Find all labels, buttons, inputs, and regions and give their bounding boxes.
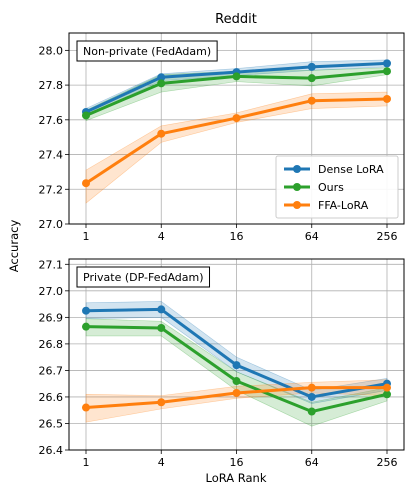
y-tick-label: 27.6 <box>39 114 64 127</box>
x-tick-label: 256 <box>377 456 398 469</box>
y-tick-label: 27.0 <box>39 285 64 298</box>
y-tick-label: 26.4 <box>39 444 64 457</box>
panel-label-box <box>76 40 218 62</box>
data-point <box>157 305 166 314</box>
y-tick-label: 26.6 <box>39 391 64 404</box>
panels: 27.0 27.2 27.4 27.6 27.8 28.0 1 4 16 64 256 Non-pri… <box>39 32 405 469</box>
panel-label-box <box>76 266 211 288</box>
panel-label: Non-private (FedAdam) <box>83 45 211 58</box>
data-point <box>157 73 166 82</box>
axes-frame <box>68 32 405 225</box>
data-point <box>82 322 90 331</box>
x-tick-label: 256 <box>377 230 398 243</box>
data-point <box>383 390 391 399</box>
data-point <box>232 114 241 123</box>
y-tick-label: 27.8 <box>39 79 64 92</box>
legend-label: FFA-LoRA <box>318 199 369 212</box>
x-tick-label: 64 <box>305 230 319 243</box>
data-point <box>157 398 166 407</box>
legend-marker <box>293 183 301 191</box>
confidence-band <box>85 318 388 427</box>
data-point <box>383 383 391 392</box>
data-point <box>307 392 316 401</box>
panel-label: Private (DP-FedAdam) <box>83 271 204 284</box>
data-point <box>157 323 166 332</box>
data-point <box>383 94 391 103</box>
legend-label: Dense LoRA <box>318 163 384 176</box>
data-point <box>82 111 90 120</box>
y-tick-label: 27.0 <box>39 218 64 231</box>
y-tick-label: 27.2 <box>39 183 64 196</box>
legend-label: Ours <box>318 181 344 194</box>
panel-2: 26.4 26.5 26.6 26.7 26.8 26.9 27.0 27.1 1 4 16 64 25… <box>39 258 405 469</box>
y-tick-label: 26.8 <box>39 338 64 351</box>
y-tick-label: 26.7 <box>39 364 64 377</box>
legend-marker <box>293 165 301 173</box>
x-tick-label: 4 <box>158 456 165 469</box>
figure-title: Reddit <box>215 12 257 27</box>
data-point <box>232 361 241 370</box>
x-tick-label: 1 <box>83 456 90 469</box>
x-tick-label: 16 <box>230 230 244 243</box>
y-tick-label: 26.9 <box>39 311 64 324</box>
x-tick-label: 1 <box>83 230 90 243</box>
data-point <box>82 179 90 188</box>
data-point <box>157 79 166 88</box>
y-tick-label: 27.1 <box>39 258 64 271</box>
y-tick-label: 26.5 <box>39 417 64 430</box>
x-tick-label: 64 <box>305 456 319 469</box>
data-point <box>307 383 316 392</box>
data-point <box>383 67 391 76</box>
y-tick-label: 28.0 <box>39 44 64 57</box>
data-point <box>307 96 316 105</box>
panel-1: 27.0 27.2 27.4 27.6 27.8 28.0 1 4 16 64 256 Non-pri… <box>39 32 405 243</box>
y-axis-title: Accuracy <box>7 220 21 273</box>
data-point <box>307 407 316 416</box>
data-point <box>307 62 316 71</box>
x-tick-label: 4 <box>158 230 165 243</box>
data-point <box>383 59 391 68</box>
y-tick-label: 27.4 <box>39 149 64 162</box>
data-point <box>232 388 241 397</box>
legend-box <box>275 155 399 219</box>
data-point <box>232 377 241 386</box>
data-point <box>82 403 90 412</box>
x-axis-title: LoRA Rank <box>205 471 266 485</box>
data-point <box>157 129 166 138</box>
x-tick-label: 16 <box>230 456 244 469</box>
legend-marker <box>293 201 301 209</box>
data-point <box>232 72 241 81</box>
axes-frame <box>68 258 405 451</box>
data-point <box>82 306 90 315</box>
data-point <box>307 74 316 83</box>
